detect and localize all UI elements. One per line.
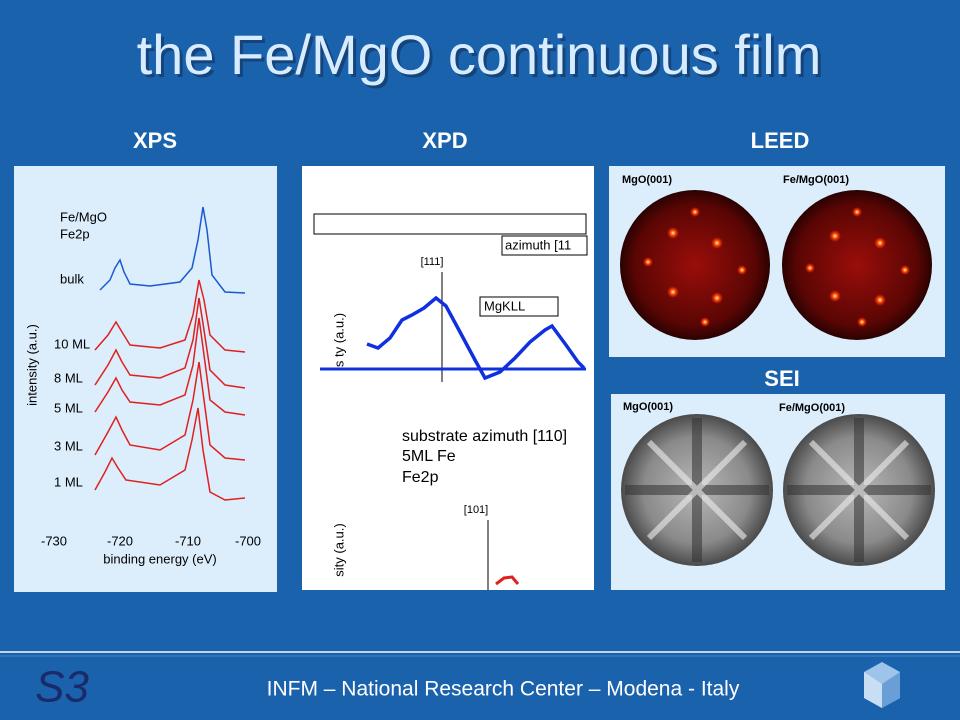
bulk-curve	[99, 206, 246, 294]
xpd-heading: XPD	[422, 128, 467, 153]
title: the Fe/MgO continuous film	[137, 23, 822, 86]
sei-left: MgO(001)	[623, 401, 673, 413]
xps-edge: Fe2p	[60, 226, 90, 241]
leed-spots	[643, 207, 910, 327]
xpd-caption: substrate azimuth [110]	[402, 428, 567, 445]
film-curves	[94, 279, 246, 501]
xpd-dir: [101]	[464, 504, 488, 516]
xpd-ylabel: sity (a.u.)	[331, 523, 346, 576]
xps-curve-label: 3 ML	[54, 438, 83, 453]
xpd-bar	[313, 213, 587, 235]
leed-heading: LEED	[751, 128, 810, 153]
xpd-line: MgKLL	[484, 298, 525, 313]
xpd-ylabel: s ty (a.u.)	[331, 313, 346, 367]
title-shadow: the Fe/MgO continuous film	[140, 26, 825, 89]
xps-xlabel: binding energy (eV)	[103, 551, 216, 566]
xpd-curve	[366, 295, 586, 381]
leed-left: MgO(001)	[622, 174, 672, 186]
footer-logo: S3	[35, 663, 89, 712]
xpd-azimuth: azimuth [11	[505, 237, 571, 252]
xps-tick: -730	[41, 533, 67, 548]
xpd-line-box	[479, 296, 559, 317]
xps-tick: -700	[235, 533, 261, 548]
sei-heading: SEI	[764, 366, 799, 391]
xps-heading: XPS	[133, 128, 177, 153]
leed-right: Fe/MgO(001)	[783, 174, 849, 186]
leed-image	[782, 190, 932, 340]
xps-curve-label: 1 ML	[54, 474, 83, 489]
xps-tick: -710	[175, 533, 201, 548]
xps-tick: -720	[107, 533, 133, 548]
leed-image	[620, 190, 770, 340]
xps-panel	[14, 166, 277, 592]
xps-curve-label: 5 ML	[54, 400, 83, 415]
footer-text: INFM – National Research Center – Modena…	[267, 678, 740, 701]
cube-icon	[864, 662, 900, 708]
xpd-box	[501, 235, 588, 256]
xps-curve-label: 8 ML	[54, 370, 83, 385]
xps-curve-label: 10 ML	[54, 336, 90, 351]
xpd-caption: Fe2p	[402, 469, 439, 486]
xps-curve-label: bulk	[60, 271, 84, 286]
xpd-curve-red	[495, 575, 520, 586]
sei-images	[621, 414, 935, 566]
xps-sample: Fe/MgO	[60, 209, 107, 224]
sei-right: Fe/MgO(001)	[779, 402, 845, 414]
xps-ylabel: intensity (a.u.)	[24, 324, 39, 406]
xpd-dir: [111]	[421, 256, 444, 268]
xpd-caption: 5ML Fe	[402, 448, 456, 465]
